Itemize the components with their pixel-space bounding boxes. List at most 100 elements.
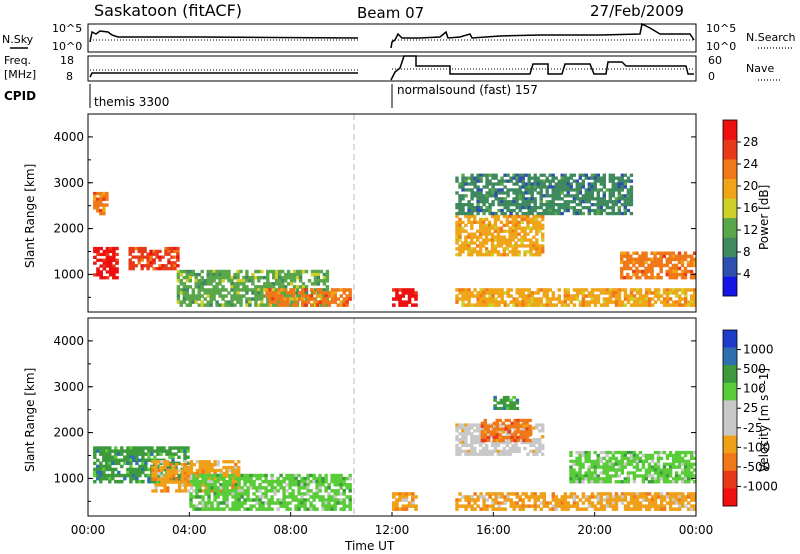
heatmap-cell <box>324 507 328 511</box>
heatmap-cell <box>234 471 238 476</box>
heatmap-cell <box>620 269 624 274</box>
heatmap-cell <box>494 498 498 502</box>
heatmap-cell <box>632 269 636 274</box>
heatmap-cell <box>321 303 326 307</box>
heatmap-cell <box>285 476 289 481</box>
heatmap-cell <box>626 203 631 207</box>
heatmap-cell <box>684 297 688 301</box>
heatmap-cell <box>315 288 320 292</box>
heatmap-cell <box>551 200 555 204</box>
heatmap-cell <box>647 462 652 466</box>
heatmap-cell <box>470 191 474 195</box>
heatmap-cell <box>563 176 567 180</box>
heatmap-cell <box>524 188 528 192</box>
heatmap-cell <box>482 498 486 502</box>
heatmap-cell <box>154 471 158 476</box>
heatmap-cell <box>324 498 328 502</box>
heatmap-cell <box>522 433 526 437</box>
heatmap-cell <box>461 297 465 301</box>
heatmap-cell <box>551 197 555 201</box>
heatmap-cell <box>185 294 189 298</box>
heatmap-cell <box>520 214 524 219</box>
heatmap-cell <box>548 300 552 304</box>
heatmap-cell <box>292 279 297 283</box>
heatmap-cell <box>653 291 658 295</box>
colorbar-tick-label: -100 <box>743 440 770 454</box>
heatmap-cell <box>275 275 279 280</box>
heatmap-cell <box>623 275 627 280</box>
heatmap-cell <box>243 498 247 502</box>
heatmap-cell <box>252 486 256 490</box>
heatmap-cell <box>277 294 281 298</box>
heatmap-cell <box>212 272 216 277</box>
data-gap-region <box>354 319 392 515</box>
heatmap-cell <box>522 430 526 434</box>
heatmap-cell <box>230 300 234 304</box>
heatmap-cell <box>485 507 489 511</box>
heatmap-cell <box>623 465 627 469</box>
heatmap-cell <box>506 303 510 307</box>
heatmap-cell <box>484 226 489 230</box>
heatmap-cell <box>484 250 489 254</box>
heatmap-cell <box>684 300 688 304</box>
heatmap-cell <box>464 229 468 233</box>
heatmap-cell <box>659 495 664 499</box>
heatmap-cell <box>681 288 685 292</box>
heatmap-cell <box>491 173 495 177</box>
heatmap-cell <box>518 498 522 502</box>
heatmap-cell <box>93 191 97 196</box>
heatmap-cell <box>539 203 543 207</box>
heatmap-cell <box>272 282 276 286</box>
heatmap-cell <box>572 211 576 216</box>
heatmap-cell <box>542 182 546 186</box>
heatmap-cell <box>512 507 516 511</box>
heatmap-cell <box>188 285 192 289</box>
heatmap-cell <box>614 300 619 304</box>
heatmap-cell <box>678 492 682 496</box>
heatmap-cell <box>473 176 477 180</box>
heatmap-cell <box>632 471 637 475</box>
heatmap-cell <box>551 191 555 195</box>
heatmap-cell <box>623 450 627 455</box>
heatmap-cell <box>479 241 483 245</box>
heatmap-cell <box>491 191 495 195</box>
heatmap-cell <box>575 474 579 478</box>
heatmap-cell <box>93 273 97 277</box>
heatmap-cell <box>521 300 525 304</box>
heatmap-cell <box>535 223 539 227</box>
heatmap-cell <box>524 191 528 195</box>
heatmap-cell <box>599 450 603 455</box>
heatmap-cell <box>499 440 504 445</box>
date-title: 27/Feb/2009 <box>590 2 684 20</box>
heatmap-cell <box>134 246 138 251</box>
heatmap-cell <box>348 297 352 301</box>
heatmap-cell <box>476 176 480 180</box>
heatmap-cell <box>569 477 573 481</box>
heatmap-cell <box>687 474 691 478</box>
heatmap-cell <box>298 275 303 280</box>
heatmap-cell <box>519 418 523 423</box>
heatmap-cell <box>470 176 474 180</box>
heatmap-cell <box>523 426 527 430</box>
heatmap-cell <box>324 504 328 508</box>
heatmap-cell <box>157 468 161 473</box>
heatmap-cell <box>295 297 300 301</box>
heatmap-cell <box>249 476 253 481</box>
heatmap-cell <box>392 297 396 301</box>
heatmap-cell <box>267 498 271 502</box>
heatmap-cell <box>496 244 501 248</box>
heatmap-cell <box>514 449 518 453</box>
heatmap-cell <box>407 291 412 295</box>
heatmap-cell <box>171 446 175 450</box>
heatmap-cell <box>96 470 100 475</box>
heatmap-cell <box>183 452 187 456</box>
heatmap-cell <box>495 436 499 440</box>
heatmap-cell <box>500 288 504 292</box>
heatmap-cell <box>521 507 525 511</box>
heatmap-cell <box>303 476 307 481</box>
heatmap-cell <box>500 211 504 216</box>
heatmap-cell <box>542 185 546 189</box>
heatmap-cell <box>246 492 250 496</box>
heatmap-cell <box>154 483 158 487</box>
heatmap-cell <box>164 267 168 271</box>
